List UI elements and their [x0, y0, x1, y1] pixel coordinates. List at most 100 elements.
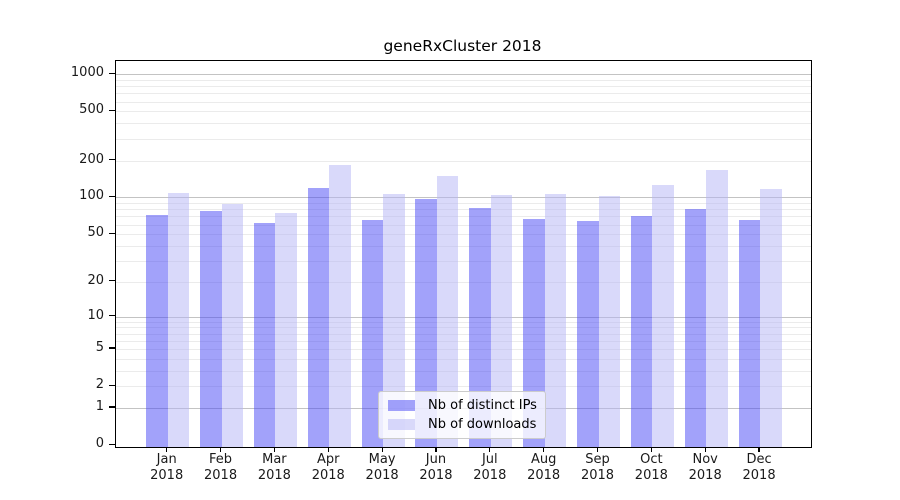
x-tick-mark: [596, 447, 599, 452]
gridline-minor: [116, 245, 811, 247]
bar-distinct-ips-dec: [738, 219, 761, 447]
gridline-minor: [116, 216, 811, 218]
gridline-major: [116, 197, 811, 199]
gridline-minor: [116, 86, 811, 88]
gridline-minor: [116, 234, 811, 236]
gridline-minor: [116, 386, 811, 388]
y-tick-mark: [109, 347, 115, 349]
x-tick-mark: [273, 447, 275, 452]
bar-downloads-apr: [329, 165, 351, 447]
gridline-minor: [116, 138, 811, 140]
gridline-major: [116, 74, 811, 76]
legend-item-distinct-ips: Nb of distinct IPs: [388, 396, 537, 415]
x-tick-mark: [435, 447, 437, 452]
x-tick-label: Jul 2018: [473, 452, 507, 483]
gridline-minor: [116, 123, 811, 125]
gridline-minor: [116, 340, 811, 342]
x-tick-label: Mar 2018: [257, 452, 291, 483]
y-tick-label: 500: [79, 102, 104, 118]
x-tick-mark: [650, 447, 652, 452]
gridline-minor: [116, 160, 811, 162]
x-tick-label: Nov 2018: [688, 452, 722, 483]
y-tick-label: 5: [95, 340, 104, 356]
x-tick-label: Sep 2018: [580, 452, 615, 483]
x-tick-label: Apr 2018: [311, 452, 345, 483]
y-tick-mark: [109, 314, 115, 317]
y-tick-mark: [109, 280, 115, 282]
bar-distinct-ips-feb: [200, 210, 222, 447]
x-tick-label: Feb 2018: [204, 452, 238, 483]
bar-distinct-ips-sep: [577, 221, 599, 447]
bar-downloads-may: [383, 193, 405, 447]
gridline-minor: [116, 101, 811, 103]
x-tick-mark: [327, 447, 329, 452]
x-tick-label: Aug 2018: [527, 452, 561, 483]
bar-downloads-jun: [436, 175, 459, 447]
chart-title: geneRxCluster 2018: [383, 37, 542, 55]
gridline-minor: [116, 93, 811, 95]
y-tick-label: 20: [87, 272, 104, 288]
bar-distinct-ips-jun: [415, 199, 437, 447]
x-tick-mark: [704, 447, 706, 452]
y-tick-label: 1: [95, 399, 104, 415]
legend-swatch-downloads: [388, 419, 415, 430]
y-tick-mark: [109, 158, 115, 161]
bar-downloads-sep: [598, 196, 620, 447]
legend-label-downloads: Nb of downloads: [428, 417, 537, 432]
bar-downloads-nov: [706, 170, 728, 447]
bar-distinct-ips-nov: [684, 208, 707, 447]
bar-distinct-ips-mar: [253, 222, 276, 447]
bar-downloads-oct: [652, 185, 674, 447]
x-tick-label: May 2018: [365, 452, 399, 483]
gridline-minor: [116, 358, 811, 360]
legend-label-distinct-ips: Nb of distinct IPs: [428, 398, 537, 413]
gridline-minor: [116, 281, 811, 283]
y-tick-mark: [109, 232, 115, 234]
legend: Nb of distinct IPs Nb of downloads: [378, 391, 546, 439]
gridline-minor: [116, 224, 811, 226]
bar-downloads-jan: [167, 193, 190, 447]
x-tick-label: Jan 2018: [150, 452, 184, 483]
x-tick-label: Dec 2018: [742, 452, 776, 483]
x-tick-mark: [219, 447, 222, 452]
x-tick-label: Jun 2018: [419, 452, 453, 483]
gridline-minor: [116, 370, 811, 372]
bar-distinct-ips-apr: [307, 188, 330, 447]
y-tick-mark: [109, 384, 115, 386]
bar-downloads-jul: [490, 195, 513, 447]
gridline-minor: [116, 260, 811, 262]
bar-distinct-ips-oct: [630, 216, 653, 447]
x-tick-mark: [543, 447, 545, 452]
gridline-major: [116, 316, 811, 318]
legend-swatch-distinct-ips: [388, 400, 415, 411]
bar-distinct-ips-jul: [469, 208, 491, 447]
gridline-minor: [116, 209, 811, 211]
y-tick-label: 50: [87, 225, 104, 241]
bar-downloads-aug: [544, 193, 567, 447]
bar-downloads-dec: [760, 189, 782, 447]
y-tick-mark: [109, 109, 115, 112]
y-tick-label: 1000: [70, 65, 104, 81]
y-tick-mark: [109, 195, 115, 198]
gridline-minor: [116, 349, 811, 351]
bar-distinct-ips-may: [361, 219, 384, 447]
x-tick-mark: [489, 447, 491, 452]
gridline-minor: [116, 321, 811, 323]
plot-area: [115, 60, 812, 448]
gridline-minor: [116, 327, 811, 329]
x-tick-mark: [758, 447, 760, 452]
x-tick-mark: [166, 447, 168, 452]
y-tick-label: 10: [87, 307, 104, 323]
y-tick-label: 100: [79, 188, 104, 204]
x-tick-label: Oct 2018: [634, 452, 668, 483]
y-tick-label: 2: [95, 377, 104, 393]
y-tick-label: 200: [79, 151, 104, 167]
x-tick-mark: [381, 447, 383, 452]
y-tick-mark: [109, 406, 115, 408]
bar-downloads-mar: [275, 212, 297, 447]
y-tick-mark: [109, 443, 115, 445]
gridline-minor: [116, 79, 811, 81]
y-tick-mark: [109, 72, 115, 74]
legend-item-downloads: Nb of downloads: [388, 415, 536, 434]
